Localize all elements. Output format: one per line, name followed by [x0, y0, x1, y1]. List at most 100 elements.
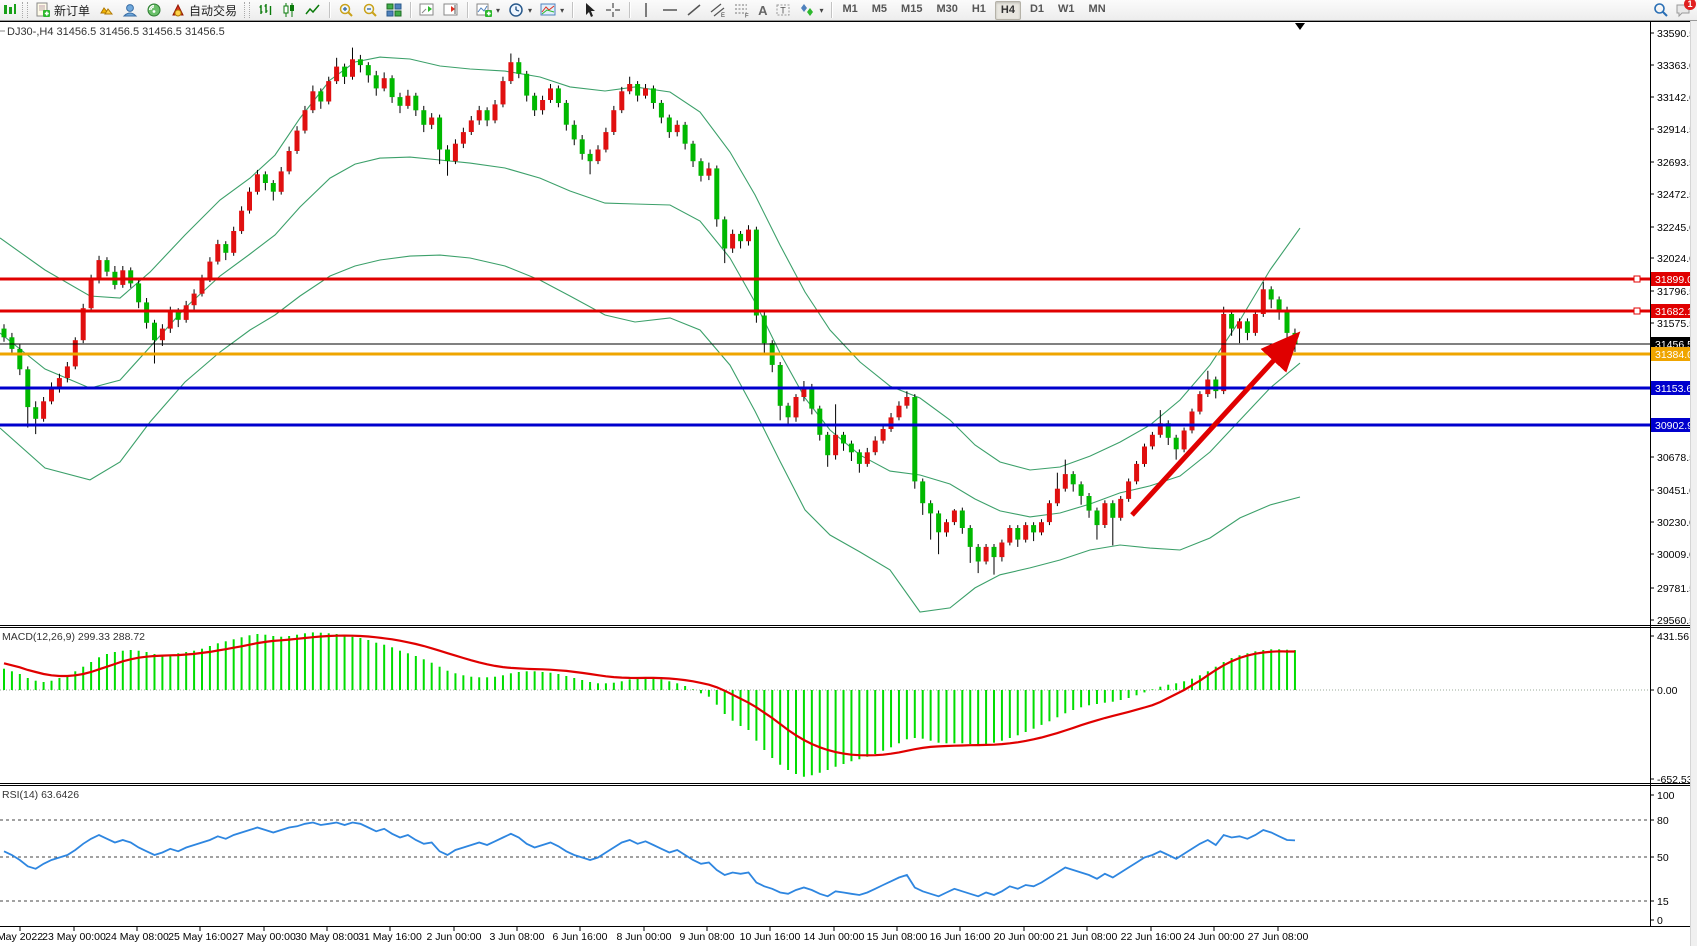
candle-bearish	[825, 434, 831, 456]
candle-bearish	[666, 117, 672, 133]
new-order-button[interactable]: 新订单	[32, 1, 93, 20]
candle-bullish	[199, 279, 205, 294]
chart-shift-icon	[443, 2, 459, 18]
time-tick-label: 24 May 08:00	[105, 931, 169, 943]
price-tick-label: 31796.5	[1657, 286, 1695, 298]
zoom-in-button[interactable]	[335, 1, 357, 20]
hline-handle[interactable]	[1633, 307, 1641, 315]
candle-bullish	[80, 308, 86, 341]
candlestick-mode-button[interactable]	[278, 1, 300, 20]
timeframe-button-M15[interactable]: M15	[901, 2, 923, 15]
candle-bearish	[635, 84, 641, 96]
price-tag	[1651, 272, 1697, 286]
price-tag-label: 31899.0	[1655, 274, 1693, 286]
macd-indicator-label: MACD(12,26,9) 299.33 288.72	[2, 631, 146, 643]
candle-bearish	[397, 97, 403, 106]
cursor-tool-button[interactable]	[578, 1, 600, 20]
zoom-out-button[interactable]	[359, 1, 381, 20]
channel-tool-button[interactable]: E	[707, 1, 729, 20]
text-label-tool-button[interactable]: T	[772, 1, 794, 20]
vertical-line-tool-button[interactable]	[635, 1, 657, 20]
chart-title: DJ30-,H4 31456.5 31456.5 31456.5 31456.5	[7, 26, 225, 38]
candle-bullish	[310, 91, 316, 111]
candle-bullish	[540, 100, 546, 111]
toolbar-separator	[831, 2, 833, 18]
periods-button[interactable]: ▾	[505, 1, 535, 20]
trendline-tool-button[interactable]	[683, 1, 705, 20]
price-tick-label: 30009.0	[1657, 549, 1695, 561]
candle-bearish	[658, 102, 664, 118]
chart-shift-button[interactable]	[440, 1, 462, 20]
candle-bullish	[1189, 411, 1195, 431]
price-tick-label: 30678.5	[1657, 452, 1695, 464]
search-icon[interactable]	[1653, 2, 1669, 18]
autotrade-icon	[170, 2, 186, 18]
notifications-icon[interactable]: 1	[1675, 0, 1696, 18]
rsi-indicator-label: RSI(14) 63.6426	[2, 789, 80, 801]
candle-bullish	[231, 231, 237, 253]
cursor-icon	[581, 2, 597, 18]
candle-bearish	[809, 386, 815, 409]
time-tick-label: 14 Jun 00:00	[804, 931, 865, 943]
timeframe-button-H4[interactable]: H4	[994, 0, 1021, 20]
candle-bullish	[429, 117, 435, 125]
time-tick-label: 9 Jun 08:00	[680, 931, 735, 943]
candle-bearish	[571, 124, 577, 140]
timeframe-button-D1[interactable]: D1	[1029, 2, 1045, 15]
auto-scroll-button[interactable]	[416, 1, 438, 20]
timeframe-button-W1[interactable]: W1	[1058, 2, 1075, 15]
candle-bullish	[999, 542, 1005, 558]
candle-bullish	[508, 62, 514, 82]
candle-bullish	[64, 366, 70, 378]
candle-bullish	[452, 143, 458, 162]
candle-bullish	[833, 434, 839, 456]
candle-bearish	[128, 270, 134, 284]
macd-tick-label: -652.53	[1657, 774, 1693, 786]
tile-windows-button[interactable]	[383, 1, 405, 20]
chart-shift-marker[interactable]	[1295, 23, 1305, 30]
text-tool-button[interactable]: A	[755, 1, 770, 20]
dropdown-caret-icon: ▾	[496, 5, 501, 15]
candle-bearish	[959, 510, 965, 528]
timeframe-button-H1[interactable]: H1	[971, 2, 986, 15]
candle-bearish	[532, 95, 538, 111]
terminal-button[interactable]	[119, 1, 141, 20]
vertical-line-icon	[638, 2, 654, 18]
trend-arrow[interactable]	[1130, 331, 1301, 517]
candle-bullish	[1054, 488, 1060, 504]
candle-bearish	[524, 73, 530, 96]
line-chart-mode-button[interactable]	[302, 1, 324, 20]
timeframe-button-M30[interactable]: M30	[936, 2, 958, 15]
candle-bullish	[294, 130, 300, 151]
candle-bullish	[159, 328, 165, 341]
candle-bearish	[223, 244, 229, 253]
macd-signal-line	[3, 634, 1295, 757]
fibonacci-tool-button[interactable]: F	[731, 1, 753, 20]
candle-bearish	[682, 124, 688, 144]
timeframe-button-MN[interactable]: MN	[1088, 2, 1106, 15]
candle-bullish	[1149, 434, 1155, 447]
timeframe-button-M5[interactable]: M5	[871, 2, 888, 15]
candle-bullish	[460, 132, 466, 144]
horizontal-line-tool-button[interactable]	[659, 1, 681, 20]
signal-button[interactable]	[143, 1, 165, 20]
crosshair-tool-button[interactable]	[602, 1, 624, 20]
candle-bullish	[350, 59, 355, 77]
price-tag-label: 31153.6	[1655, 383, 1692, 395]
indicators-button[interactable]: ▾	[473, 1, 503, 20]
bar-chart-mode-button[interactable]	[254, 1, 276, 20]
timeframe-button-M1[interactable]: M1	[842, 2, 858, 15]
time-tick-label: 27 Jun 08:00	[1248, 931, 1309, 943]
templates-button[interactable]: ▾	[537, 1, 567, 20]
autotrade-button[interactable]: 自动交易	[167, 1, 240, 20]
rsi-tick-label: 80	[1657, 815, 1669, 827]
candle-bearish	[587, 153, 593, 162]
candle-bullish	[619, 91, 625, 111]
mini-chart-icon[interactable]	[2, 2, 18, 18]
hline-handle[interactable]	[1633, 275, 1641, 283]
candle-bearish	[516, 62, 522, 74]
arrows-tool-button[interactable]: ▾	[796, 1, 826, 20]
market-watch-button[interactable]	[95, 1, 117, 20]
